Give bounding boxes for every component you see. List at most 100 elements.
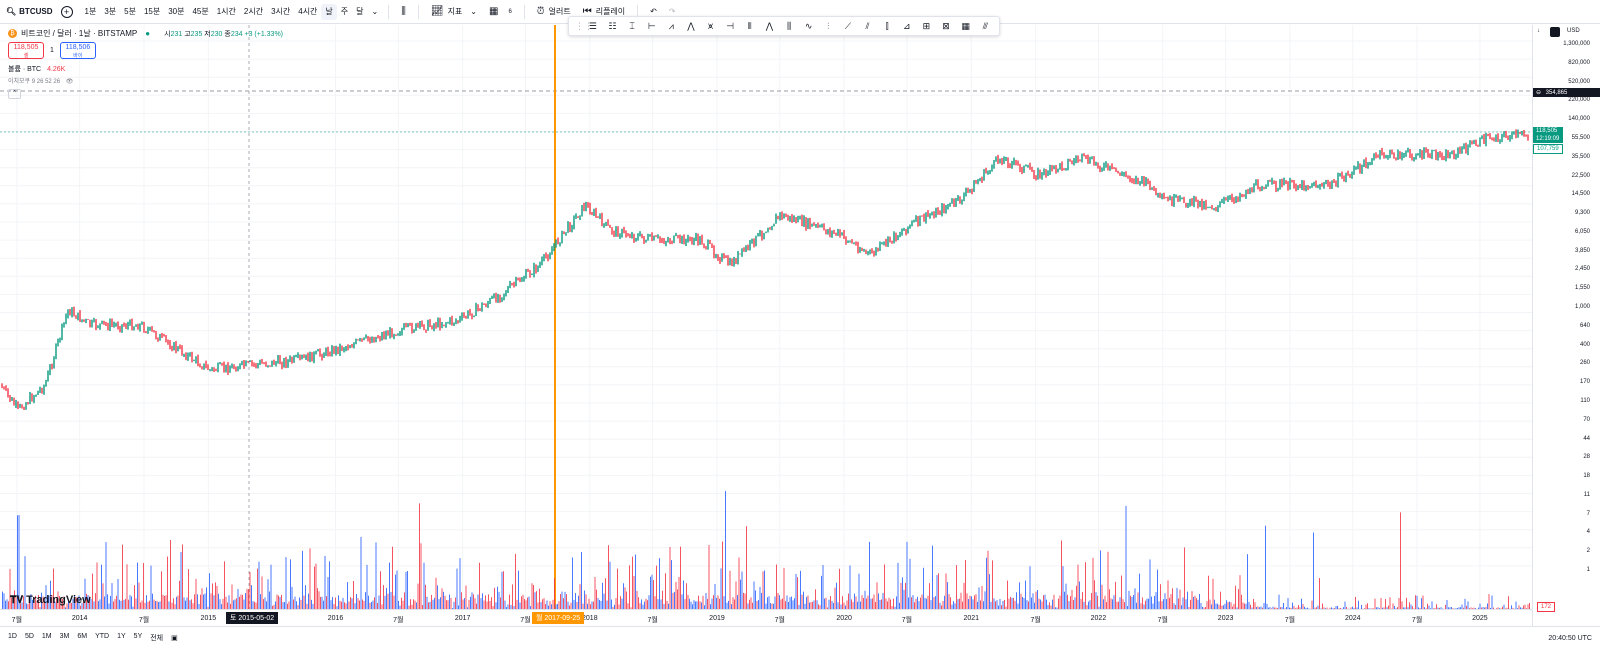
volume-bar — [960, 592, 962, 609]
range-button-4[interactable]: 6M — [77, 633, 88, 640]
timeframe-8[interactable]: 3시간 — [271, 6, 291, 16]
price-axis[interactable]: 1,300,000 820,000 520,000 220,000 140,000 55,… — [1532, 25, 1600, 626]
price-chart[interactable] — [0, 25, 1532, 626]
clock-label[interactable]: 20:40:50 UTC — [1548, 634, 1592, 642]
gann-box-icon[interactable]: ⊞ — [922, 20, 931, 31]
add-symbol-button[interactable]: + — [60, 5, 73, 18]
currency-label[interactable]: USD — [1567, 28, 1580, 34]
price-tick: 820,000 — [1568, 59, 1590, 66]
settings-icon[interactable] — [1550, 27, 1560, 37]
volume-bar — [234, 599, 236, 609]
timeframe-5[interactable]: 45분 — [192, 6, 209, 16]
speed-fan-icon[interactable]: ⫿ — [885, 20, 889, 31]
pattern-abcd-icon[interactable]: ⋀ — [687, 20, 695, 31]
volume-bar — [677, 589, 678, 609]
pattern-triangle-icon[interactable]: ⩙ — [708, 20, 714, 31]
fib-retracement-icon[interactable]: ☰ — [588, 20, 597, 31]
range-button-1[interactable]: 5D — [24, 633, 34, 640]
volume-bar — [333, 603, 335, 609]
volume-bar — [1083, 601, 1085, 609]
volume-bar — [734, 599, 735, 609]
volume-bar — [287, 603, 288, 609]
volume-bar — [678, 577, 680, 609]
symbol-search[interactable]: 🔍︎ BTCUSD — [0, 7, 61, 16]
elliott-wave-icon[interactable]: ⊣ — [726, 20, 735, 31]
crosshair-price-label: ⊖ 354,865 — [1533, 88, 1600, 97]
cycle-lines-icon[interactable]: ⫴ — [747, 20, 752, 31]
time-cycles-icon[interactable]: ⫼ — [786, 20, 792, 31]
time-tick: 2020 — [836, 615, 852, 622]
legend-title[interactable]: 비트코인 / 달러 · 1날 · BITSTAMP — [21, 29, 138, 38]
range-button-7[interactable]: 5Y — [133, 633, 143, 640]
timeframe-1[interactable]: 3분 — [104, 6, 117, 16]
pitchfork-icon[interactable]: ⌶ — [629, 20, 635, 31]
volume-bar — [212, 583, 213, 609]
collapse-legend-button[interactable]: ⌃ — [8, 89, 21, 99]
replay-button[interactable]: ⏮ 리플레이 — [577, 4, 631, 20]
volume-bar — [714, 583, 716, 609]
volume-bar — [1314, 607, 1316, 609]
timeframe-12[interactable]: 달 — [356, 6, 364, 16]
grid-icon[interactable]: ▦ — [961, 20, 970, 31]
ray-icon[interactable]: ⟋ — [844, 20, 852, 31]
trend-line-icon[interactable]: ∿ — [804, 20, 813, 31]
chevron-down-icon[interactable]: ⌄ — [371, 6, 379, 16]
redo-button[interactable]: ↷ — [663, 4, 682, 20]
sell-button[interactable]: 118,505 셀 — [8, 42, 44, 59]
gann-square-icon[interactable]: ⊠ — [942, 20, 950, 31]
volume-bar — [1061, 540, 1062, 609]
chart-type-button[interactable]: ⫼ — [395, 4, 412, 20]
head-shoulders-icon[interactable]: ⋀ — [765, 20, 774, 31]
eye-icon[interactable]: 👁︎ — [65, 79, 74, 85]
sine-line-icon[interactable]: ⫶ — [827, 20, 830, 31]
range-button-6[interactable]: 1Y — [117, 633, 126, 640]
volume-bar — [827, 607, 828, 609]
volume-bar — [417, 583, 419, 609]
timeframe-10[interactable]: 날 — [321, 3, 337, 20]
timeframe-9[interactable]: 4시간 — [298, 6, 318, 16]
indicators-button[interactable]: 📈︎ 지표 ⌄ — [425, 4, 483, 20]
buy-button[interactable]: 118,506 바이 — [59, 42, 96, 59]
range-button-8[interactable]: 전체 — [150, 635, 164, 642]
undo-button[interactable]: ↶ — [644, 4, 663, 20]
volume-bar — [1136, 602, 1137, 609]
range-button-3[interactable]: 3M — [59, 633, 70, 640]
tradingview-logo[interactable]: 𝐓𝐕 TradingView — [10, 594, 91, 606]
calendar-icon[interactable]: ▣ — [171, 635, 178, 642]
ichimoku-legend[interactable]: 이치모쿠 9 26 52 26 👁︎ — [8, 79, 74, 85]
timeframe-0[interactable]: 1분 — [84, 6, 97, 16]
volume-bar — [1490, 607, 1491, 609]
alert-button[interactable]: ⏰︎ 얼러트 — [531, 4, 577, 20]
gann-icon[interactable]: ⊢ — [647, 20, 656, 31]
volume-bar — [1529, 602, 1530, 609]
drag-handle-icon[interactable]: ⋮⋮ — [575, 20, 593, 31]
volume-bar — [483, 600, 485, 609]
time-axis[interactable]: 7월 2014 7월 2015 2016 7월 2017 7월 2018 7월 2019 7월 2020… — [0, 609, 1532, 626]
volume-bar — [722, 541, 723, 609]
volume-legend[interactable]: 볼륨 · BTC 4.26K — [8, 66, 66, 73]
volume-bar — [543, 598, 545, 609]
chart-pane[interactable] — [0, 25, 1532, 626]
ohlc-values: 시231 고235 저230 종234 +3 (+1.33%) — [164, 30, 284, 38]
timeframe-11[interactable]: 주 — [340, 6, 349, 16]
timeframe-3[interactable]: 15분 — [143, 6, 161, 16]
down-arrow-icon[interactable]: ↓ — [1537, 28, 1540, 34]
range-button-2[interactable]: 1M — [41, 633, 52, 640]
price-tick: 3,850 — [1574, 247, 1590, 254]
layouts-button[interactable]: ▦ 6 — [483, 4, 518, 20]
timeframe-7[interactable]: 2시간 — [243, 6, 264, 16]
timeframe-6[interactable]: 1시간 — [216, 6, 236, 16]
volume-bar — [1371, 608, 1373, 609]
parallel-channel-icon[interactable]: ⫽ — [865, 20, 870, 31]
fib-extension-icon[interactable]: ☷ — [608, 20, 617, 31]
range-button-0[interactable]: 1D — [8, 633, 17, 640]
gann-fan-icon[interactable]: ⊿ — [903, 20, 911, 31]
timeframe-4[interactable]: 30분 — [168, 6, 185, 16]
pattern-xabcd-icon[interactable]: ⩘ — [668, 20, 674, 31]
volume-bar — [536, 591, 537, 609]
volume-bar — [747, 603, 749, 609]
range-button-5[interactable]: YTD — [95, 633, 110, 640]
fib-channel-icon[interactable]: ⫻ — [982, 20, 988, 31]
timeframe-2[interactable]: 5분 — [124, 6, 136, 16]
volume-bar — [447, 600, 449, 609]
